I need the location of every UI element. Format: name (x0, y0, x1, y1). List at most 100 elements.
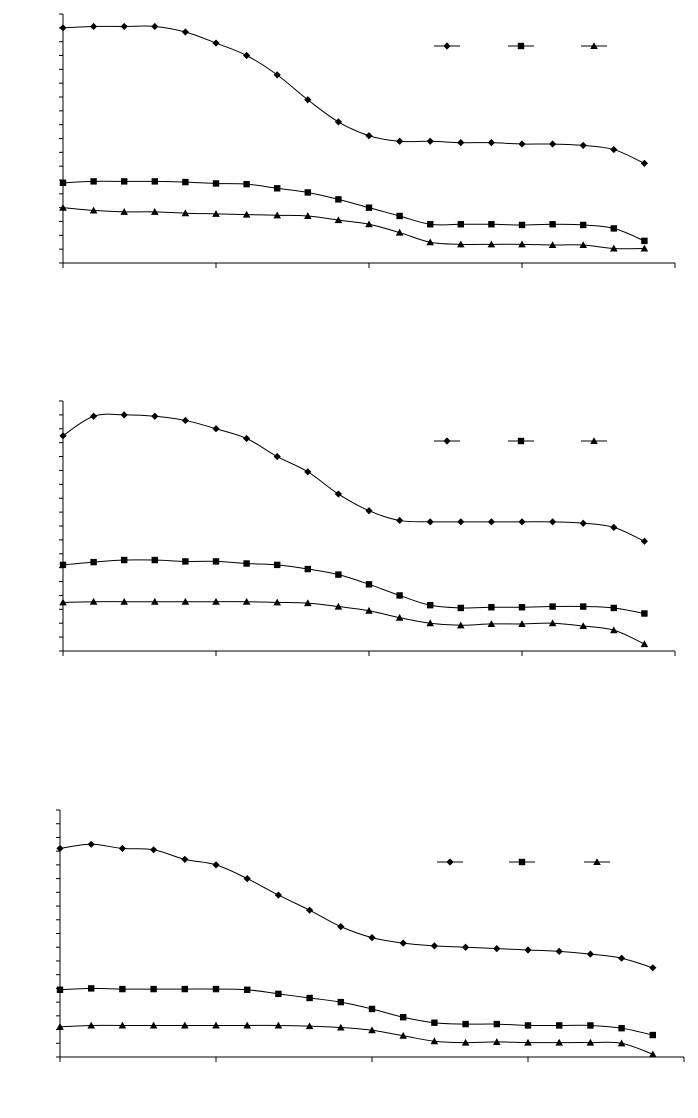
series-2-point (181, 985, 188, 993)
series-3-point (273, 211, 281, 219)
series-1-point (56, 844, 64, 853)
series-3-point (273, 598, 281, 606)
series-2-point (335, 571, 342, 578)
series-1-point (426, 137, 434, 145)
series-3-point (457, 621, 465, 629)
series-2-point (396, 592, 403, 599)
series-2-point (121, 178, 128, 185)
series-1-point (462, 943, 470, 951)
series-2-point (243, 180, 250, 188)
series-1-point (337, 923, 345, 931)
series-2-point (457, 604, 464, 612)
series-3-point (395, 228, 404, 236)
chart-3 (56, 809, 685, 1062)
legend-series-3-marker (590, 42, 598, 50)
series-3-point (334, 216, 343, 224)
series-1-point (181, 416, 189, 425)
series-3-point (518, 240, 526, 248)
series-1-point (120, 22, 128, 31)
series-3-point (395, 613, 404, 621)
series-2-point (274, 185, 281, 192)
series-1-point (524, 946, 532, 954)
series-3-point (87, 1021, 95, 1029)
series-3-point (430, 1037, 439, 1045)
series-2-point (365, 204, 373, 211)
series-3-point (649, 1050, 657, 1058)
series-1-point (487, 518, 495, 526)
series-1-point (610, 523, 618, 531)
series-2-point (580, 603, 587, 610)
series-3-point (334, 602, 343, 610)
series-2-point (457, 221, 464, 228)
series-2-point (304, 565, 311, 573)
series-1-point (579, 519, 587, 527)
series-2-point (641, 237, 648, 245)
series-2-point (306, 994, 313, 1002)
series-2-point (618, 1024, 625, 1032)
series-3-point (151, 208, 159, 215)
series-3-point (548, 619, 557, 627)
series-2-point (427, 601, 434, 609)
series-3-point (524, 1038, 532, 1046)
series-2-point (462, 1020, 469, 1028)
series-3-point (461, 1038, 470, 1046)
series-2-point (365, 581, 373, 588)
series-3-point (212, 210, 220, 217)
series-2-line (59, 987, 653, 1036)
legend-series-2-marker (517, 42, 525, 50)
series-1-point (304, 468, 312, 476)
series-3-point (337, 1023, 345, 1031)
series-3-line (62, 601, 645, 645)
series-2-point (212, 180, 220, 187)
series-2-point (649, 1031, 656, 1039)
series-2-point (56, 986, 64, 993)
legend-series-2-marker (517, 437, 525, 445)
series-1-point (120, 411, 128, 419)
series-3-point (59, 598, 67, 606)
series-3-point (487, 240, 496, 248)
series-3-point (579, 622, 587, 630)
series-1-line (62, 25, 645, 164)
series-2-point (641, 610, 648, 617)
series-3-point (610, 626, 618, 634)
series-1-point (181, 855, 189, 863)
series-1-point (90, 412, 98, 420)
series-3-point (617, 1039, 626, 1047)
series-3-point (457, 240, 465, 248)
series-2-point (59, 179, 67, 186)
series-1-point (118, 844, 126, 853)
series-3-point (242, 210, 251, 218)
series-3-point (365, 606, 373, 614)
series-1-point (212, 425, 220, 433)
series-1-point (212, 861, 220, 869)
series-1-point (518, 140, 526, 148)
series-2-point (88, 985, 95, 992)
series-3-point (181, 209, 190, 217)
series-3-point (212, 1021, 220, 1029)
series-3-point (518, 620, 526, 627)
series-3-point (120, 208, 128, 215)
series-1-line (59, 843, 653, 969)
series-2-point (549, 603, 556, 610)
legend-series-1-marker (443, 42, 451, 50)
series-2-point (556, 1022, 563, 1029)
series-3-point (89, 597, 98, 605)
series-3-point (56, 1023, 64, 1030)
legend-series-1-marker (446, 858, 454, 866)
series-3-line (62, 207, 645, 250)
series-1-point (304, 96, 312, 104)
series-2-point (610, 225, 617, 232)
series-2-point (275, 990, 282, 998)
series-2-point (518, 221, 526, 229)
series-2-point (610, 604, 617, 612)
series-1-point (273, 452, 281, 461)
series-1-point (59, 432, 67, 440)
series-1-point (549, 140, 557, 148)
series-2-point (518, 604, 526, 611)
legend-series-1-marker (443, 437, 451, 445)
series-1-point (487, 139, 495, 147)
series-3-point (305, 1022, 314, 1030)
series-1-point (396, 137, 404, 145)
